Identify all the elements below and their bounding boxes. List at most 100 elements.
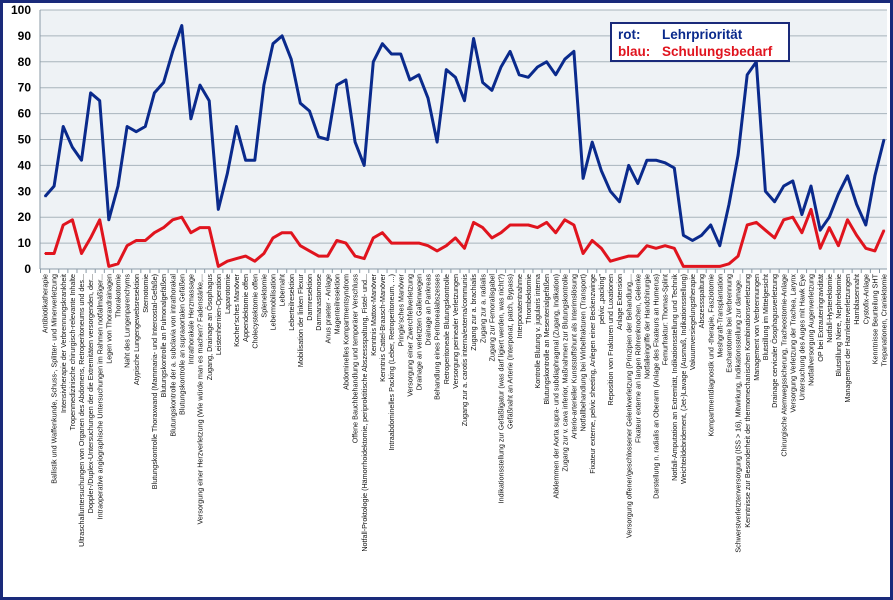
y-tick-label: 30 [18, 184, 32, 198]
data-point [117, 263, 119, 265]
x-tick-label: Notfall-Proktologie (Hämorrhoidektomie, … [360, 274, 369, 552]
data-point [308, 110, 311, 112]
data-point [755, 221, 758, 224]
x-tick-label: Notfallversorgung Augenverletzung [807, 274, 816, 386]
data-point [709, 224, 712, 226]
data-point [746, 73, 749, 76]
data-point [80, 252, 83, 255]
data-point [427, 244, 429, 247]
data-point [445, 68, 448, 71]
x-tick-label: Thrombektomie [524, 274, 533, 324]
data-point [746, 224, 749, 226]
data-point [682, 234, 685, 237]
x-tick-label: Antibiotikatherapie [41, 274, 50, 333]
series-lines [43, 24, 886, 268]
data-point [737, 255, 739, 257]
data-point [89, 237, 92, 239]
data-point [655, 159, 657, 162]
data-point [126, 125, 128, 128]
data-point [326, 138, 329, 141]
data-point [317, 136, 320, 138]
x-tick-label: Sternotomie [141, 274, 150, 313]
x-tick-label: pelvic „packing" [597, 274, 606, 325]
x-tick-label: Tropenmedizinische chirurgisch-relevante… [68, 274, 77, 430]
data-point [418, 73, 420, 76]
data-point [472, 37, 475, 40]
x-tick-label: Gefäßnaht an Arterie (Interponat, patch,… [506, 274, 515, 429]
x-tick-label: Notfall-Hysterektomie [825, 274, 834, 343]
data-point [408, 242, 411, 244]
data-point [509, 50, 511, 53]
data-point [108, 265, 110, 268]
data-point [855, 203, 858, 206]
x-tick-label: Intraoperative angiographische Untersuch… [95, 274, 104, 519]
data-point [700, 265, 703, 268]
legend-label: Schulungsbedarf [662, 44, 773, 59]
data-point [719, 265, 721, 268]
data-point [846, 218, 849, 221]
data-point [819, 247, 821, 250]
x-tick-label: Kenntnis Cattel-Braasch-Manöver [378, 273, 387, 381]
data-point [591, 141, 593, 143]
data-point [135, 239, 137, 242]
data-point [71, 146, 74, 149]
x-tick-label: Intensivtherapie der Verbrennungskrankhe… [59, 274, 68, 413]
data-point [582, 177, 584, 180]
data-point [527, 76, 530, 79]
data-point [554, 231, 557, 234]
data-point [554, 73, 557, 76]
data-point [500, 231, 502, 234]
x-tick-label: Reposition von Frakturen und Luxationen [606, 274, 615, 405]
data-point [627, 255, 630, 257]
data-point [436, 141, 438, 143]
data-point [682, 265, 685, 268]
x-tick-label: Blutungskontrolle der a. subclavia von i… [168, 274, 177, 437]
y-tick-label: 10 [18, 236, 32, 250]
data-point [345, 79, 347, 81]
x-tick-label: Legen von Thoraxdrainagen [104, 274, 113, 364]
x-tick-label: Magenteilresektion [332, 274, 341, 334]
data-point [171, 50, 174, 53]
x-tick-label: Weichteildebridement, (Jet-)Lavage (Ausm… [679, 274, 688, 484]
legend-key: blau: [618, 44, 651, 59]
data-point [691, 265, 694, 268]
data-point [180, 24, 183, 27]
data-point [326, 255, 329, 257]
data-point [290, 58, 293, 61]
x-tick-label: Abszessspaltung [697, 274, 706, 328]
x-tick-label: Versorgung einer Herzverletzung (Wie wür… [196, 274, 205, 525]
data-point [709, 265, 712, 268]
data-point [564, 218, 566, 221]
x-tick-label: Blutstillung Niere, Nephrektomie [834, 274, 843, 377]
data-point [98, 99, 101, 102]
data-point [263, 252, 265, 255]
data-point [263, 84, 265, 86]
x-tick-label: Mobilisation der linken Flexur [296, 273, 305, 367]
x-tick-label: Retroperitoneale Blutungskontrolle [442, 274, 451, 384]
x-tick-label: Blutungskontrolle an Mesenterialgefäßen [542, 274, 551, 405]
data-point [545, 221, 548, 224]
data-point [627, 164, 630, 167]
data-point [536, 66, 539, 68]
data-point [500, 66, 502, 68]
data-point [518, 224, 521, 226]
data-point [536, 226, 539, 229]
x-tick-label: Femurfraktur: Thomas-Splint [661, 274, 670, 365]
x-tick-label: Management von Verbrennungen [752, 274, 761, 381]
data-point [399, 242, 402, 244]
data-point [290, 231, 293, 234]
data-point [874, 174, 876, 177]
data-point [427, 97, 429, 99]
x-tick-label: Notfalleingriffe der Handchirurgie [642, 274, 651, 379]
x-tick-label: Zugang zur a. carotis interna/externa/co… [460, 274, 469, 427]
data-point [646, 244, 648, 247]
x-tick-label: Zugang zur a. brachialis [469, 274, 478, 351]
data-point [272, 237, 274, 239]
x-tick-label: Meshgraft-Transplantation [715, 274, 724, 358]
x-tick-label: Thorakotomie [114, 274, 123, 318]
data-point [199, 84, 201, 86]
data-point [363, 257, 365, 260]
data-point [235, 125, 238, 128]
x-tick-label: Atypische Lungengewebsresektion [132, 274, 141, 385]
